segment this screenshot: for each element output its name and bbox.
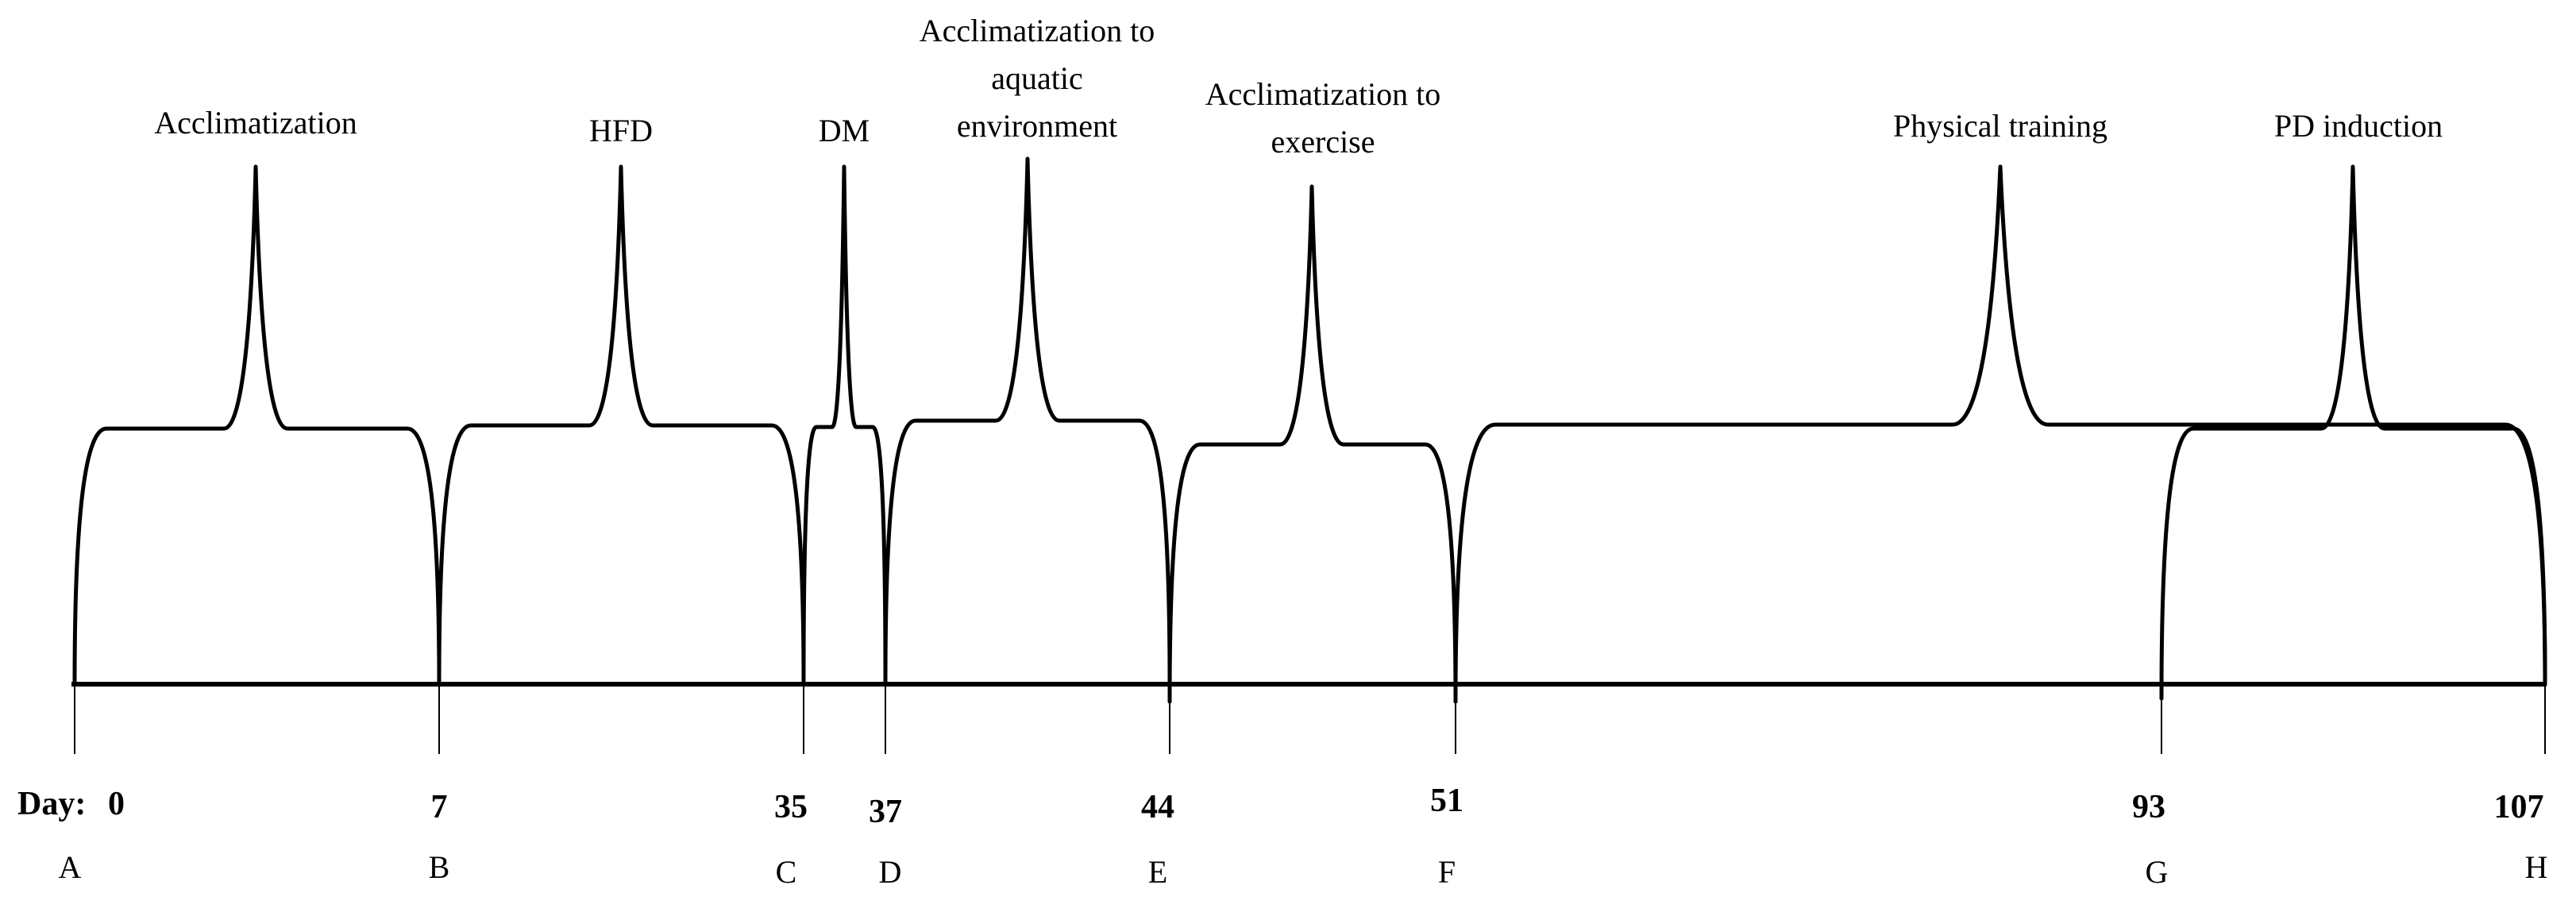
brace-pd-induction	[2159, 164, 2547, 701]
letter-label-e: E	[1148, 854, 1167, 890]
day-label-35: 35	[774, 789, 808, 825]
phase-label-exercise-line2: exercise	[1271, 124, 1375, 160]
phase-label-dm: DM	[819, 113, 870, 148]
letter-label-h: H	[2525, 849, 2548, 885]
phase-label-acclimatization: Acclimatization	[154, 105, 357, 140]
phase-label-pd-induction: PD induction	[2274, 108, 2443, 144]
day-label-0: 0	[108, 786, 125, 822]
brace-aquatic	[883, 156, 1172, 687]
brace-hfd	[437, 164, 806, 687]
day-label-7: 7	[431, 789, 448, 825]
phase-label-aquatic-line2: aquatic	[991, 60, 1083, 96]
phase-labels: Acclimatization HFD DM Acclimatization t…	[154, 13, 2443, 160]
letter-label-d: D	[879, 854, 902, 890]
day-label-93: 93	[2132, 789, 2165, 825]
day-label-37: 37	[869, 794, 902, 830]
letter-label-b: B	[429, 849, 450, 885]
brace-dm	[801, 164, 888, 687]
day-label-44: 44	[1141, 789, 1174, 825]
tick-group	[74, 686, 2546, 754]
letter-label-f: F	[1438, 854, 1456, 890]
phase-label-exercise-line1: Acclimatization to	[1205, 76, 1441, 112]
letter-labels: A B C D E F G H	[59, 849, 2548, 890]
day-label-107: 107	[2494, 789, 2544, 825]
brace-acclimatization	[72, 164, 442, 687]
phase-label-aquatic-line3: environment	[957, 108, 1117, 144]
day-label-51: 51	[1430, 783, 1463, 819]
brace-group	[72, 156, 2547, 704]
phase-label-aquatic-line1: Acclimatization to	[920, 13, 1155, 48]
phase-label-hfd: HFD	[589, 113, 653, 148]
letter-label-a: A	[59, 849, 82, 885]
day-prefix: Day:	[17, 786, 86, 822]
phase-label-physical-training: Physical training	[1893, 108, 2107, 144]
letter-label-c: C	[776, 854, 797, 890]
brace-physical-training	[1453, 164, 2547, 704]
day-labels: Day: 0 7 35 37 44 51 93 107	[17, 783, 2544, 830]
letter-label-g: G	[2146, 854, 2169, 890]
brace-exercise	[1167, 184, 1458, 704]
